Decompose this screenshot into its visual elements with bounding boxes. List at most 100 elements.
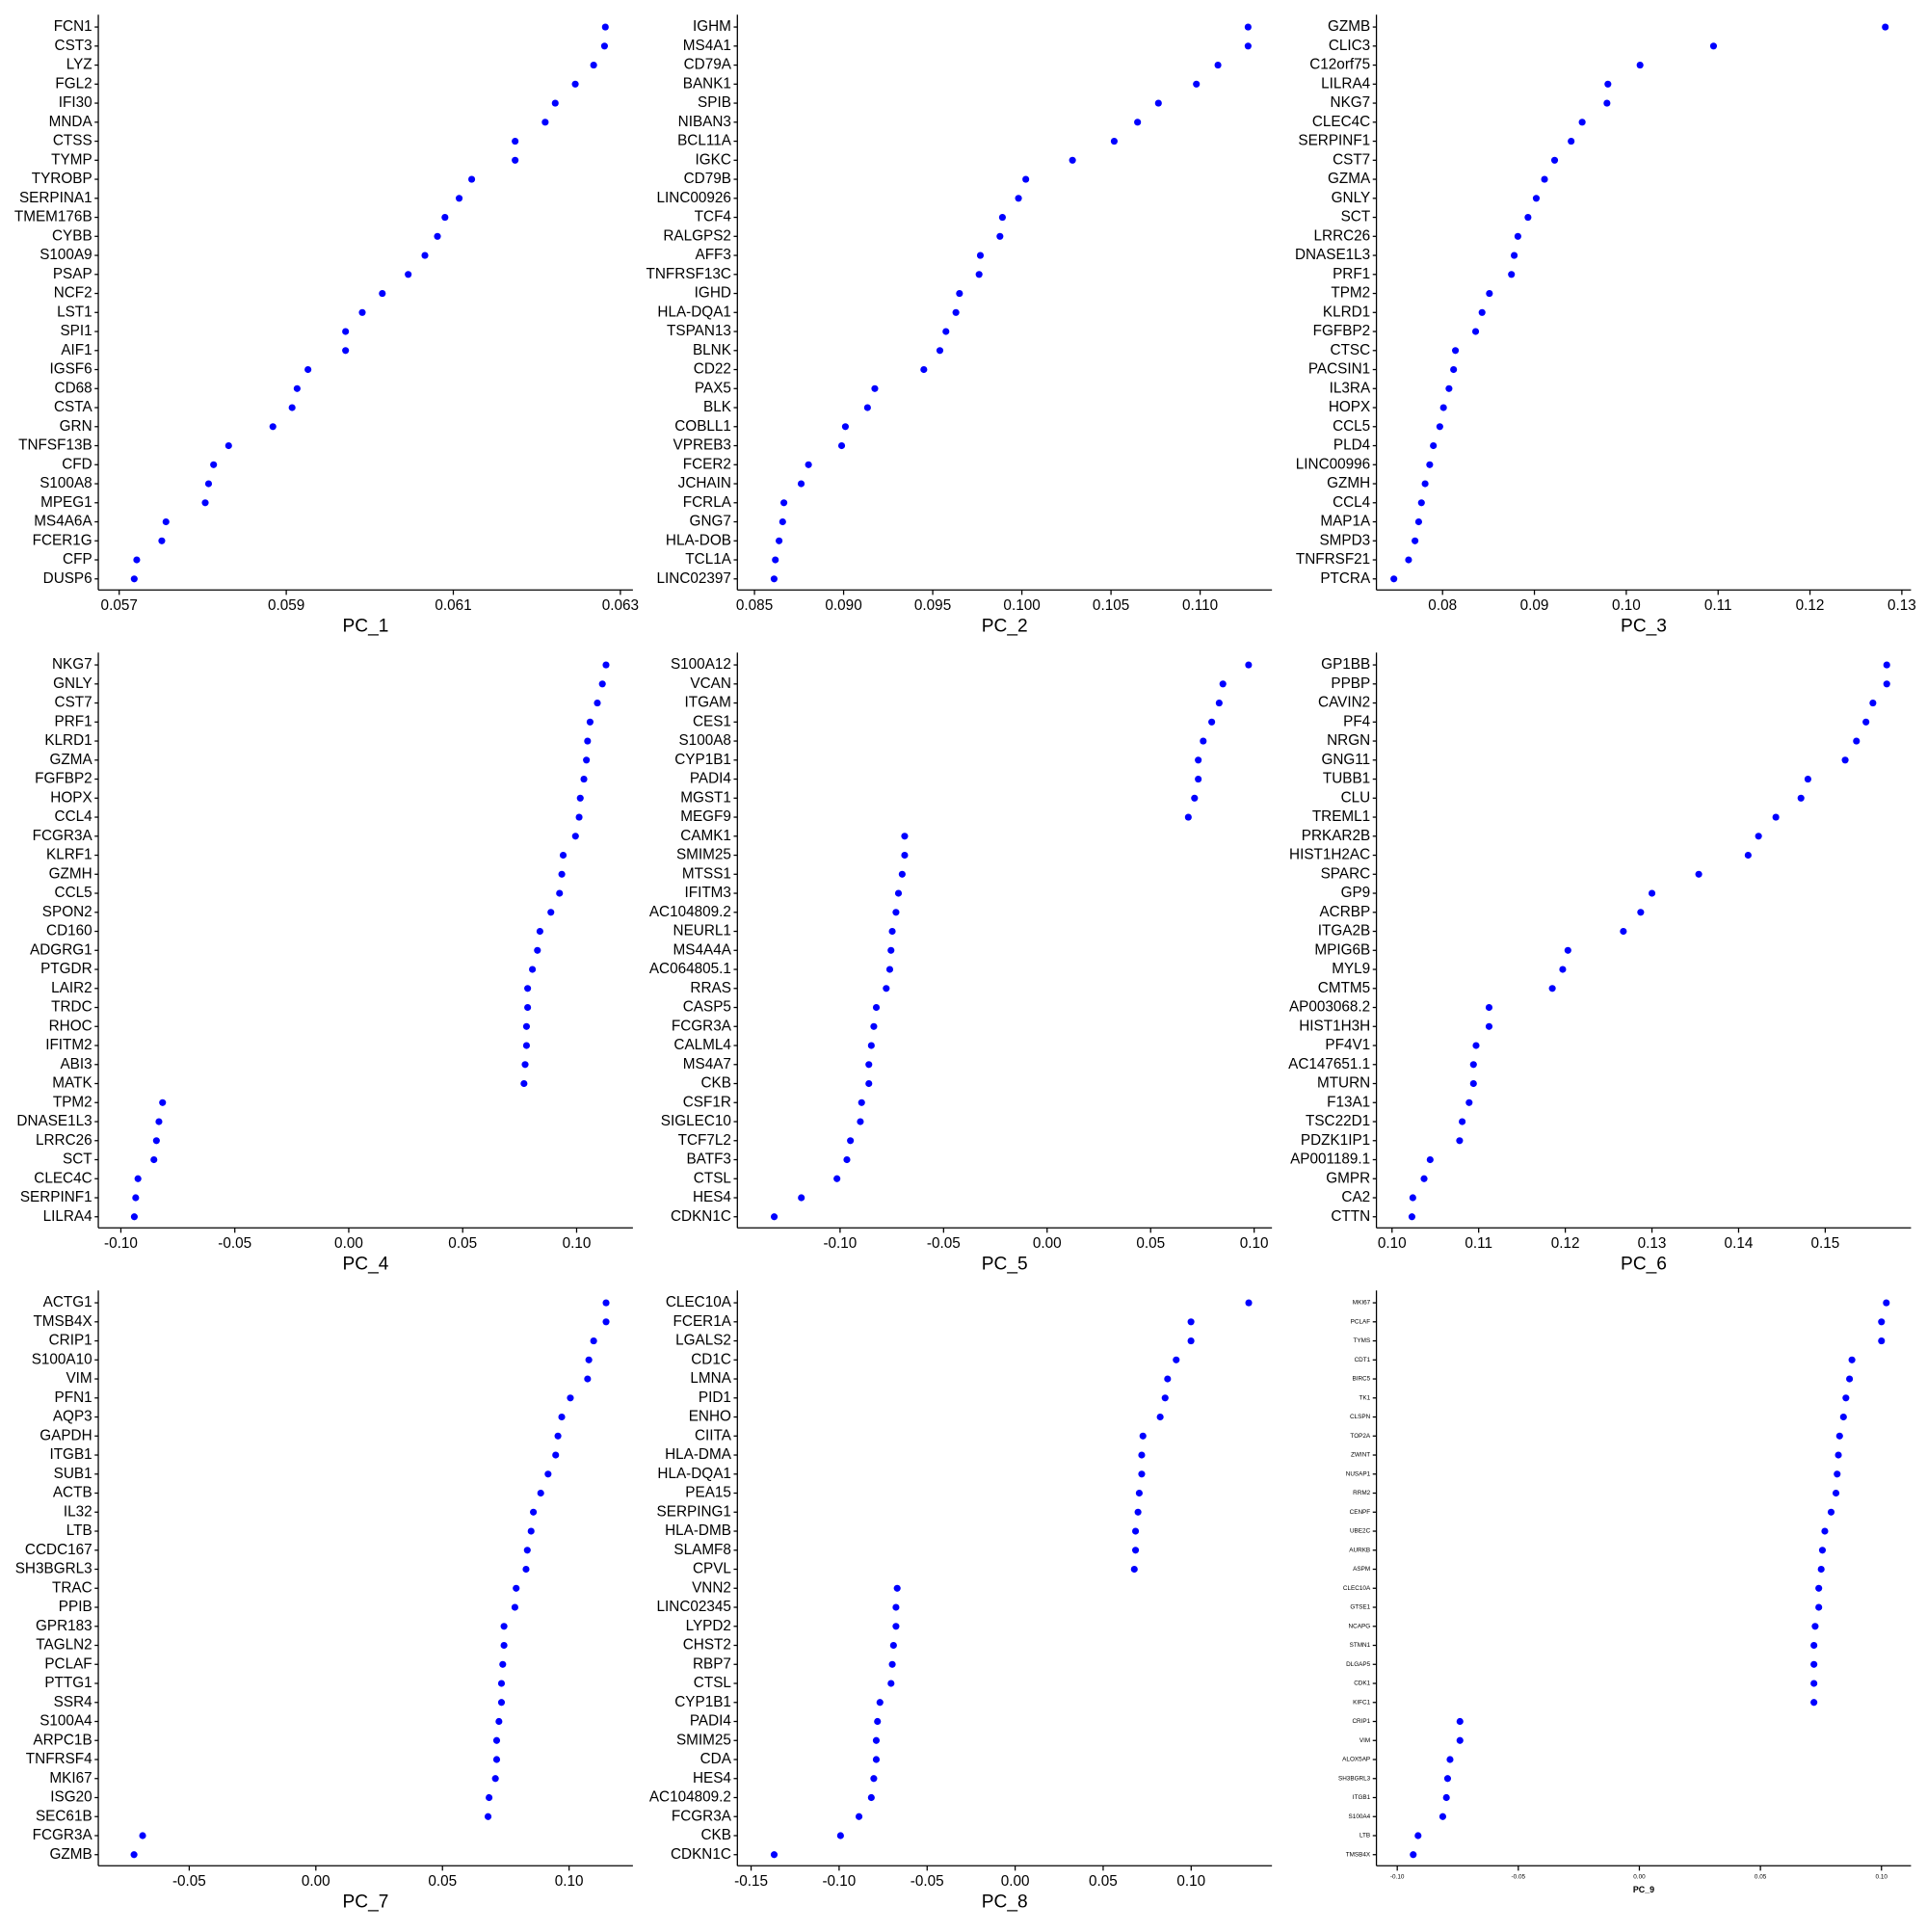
y-tick-label: FCGR3A: [672, 1018, 732, 1034]
y-tick-label: PF4: [1343, 713, 1371, 729]
x-tick-label: -0.05: [1512, 1873, 1526, 1880]
dot: [1883, 1299, 1890, 1307]
dot: [1821, 1527, 1829, 1535]
y-tick-label: TAGLN2: [36, 1637, 92, 1654]
dot: [1636, 61, 1644, 69]
y-tick-label: FGFBP2: [35, 771, 92, 787]
dot: [575, 813, 583, 821]
y-tick-label: CAMK1: [680, 828, 731, 844]
dot: [770, 1851, 779, 1859]
dot: [1603, 99, 1611, 107]
dot: [1173, 1356, 1180, 1363]
y-tick-label: SERPING1: [657, 1503, 731, 1520]
dot: [833, 1175, 841, 1182]
y-tick-label: PAX5: [695, 380, 731, 396]
dot: [500, 1623, 508, 1630]
y-tick-label: BCL11A: [677, 133, 732, 149]
y-tick-label: IL3RA: [1330, 380, 1371, 396]
panel: 0.057 0.059 0.061 0.063 PC_1 FCN1 CST3 LYZ FGL2 I…: [14, 14, 639, 637]
dot: [133, 556, 141, 564]
y-tick-label: HOPX: [1329, 399, 1370, 415]
dot: [558, 870, 566, 878]
y-tick-label: ARPC1B: [33, 1732, 92, 1748]
dot: [1131, 1527, 1140, 1535]
x-tick-label: 0.11: [1704, 597, 1732, 614]
dot: [358, 308, 366, 316]
dot: [162, 517, 170, 526]
y-tick-label: LAIR2: [51, 980, 92, 996]
y-tick-label: PLD4: [1333, 437, 1371, 454]
dot: [901, 851, 909, 860]
dot: [770, 575, 778, 583]
y-tick-label: TK1: [1359, 1394, 1371, 1401]
dot: [441, 213, 449, 222]
y-tick-label: CSF1R: [683, 1094, 731, 1110]
dot: [541, 119, 549, 126]
y-tick-label: SPIB: [698, 94, 731, 111]
y-tick-label: SPI1: [60, 323, 92, 339]
y-tick-label: CLEC4C: [1312, 114, 1370, 130]
dot: [901, 833, 909, 840]
dot: [892, 909, 900, 916]
dot: [1446, 1756, 1454, 1763]
x-tick-label: 0.15: [1811, 1235, 1840, 1252]
dot: [1541, 175, 1548, 183]
dot: [780, 499, 788, 507]
x-axis-title: PC_2: [982, 617, 1028, 637]
y-tick-label: SMIM25: [676, 1732, 731, 1748]
dot: [1420, 1175, 1428, 1182]
dot: [1456, 1137, 1464, 1145]
y-tick-label: HIST1H2AC: [1289, 847, 1370, 863]
dot: [885, 966, 894, 973]
dot: [1390, 575, 1398, 583]
dot: [204, 480, 213, 488]
dot: [455, 195, 463, 202]
dot: [1244, 42, 1252, 50]
dot: [1245, 1299, 1253, 1307]
dot: [524, 985, 532, 992]
y-tick-label: SERPINF1: [1298, 133, 1370, 149]
dot: [524, 1003, 532, 1012]
panel: -0.10 -0.05 0.00 0.05 0.10 PC_9 MKI67 PCLAF TYMS…: [1338, 1290, 1912, 1894]
y-tick-label: MPIG6B: [1314, 941, 1370, 958]
dot: [130, 575, 138, 583]
y-tick-label: HLA-DMB: [665, 1522, 731, 1539]
y-tick-label: PTTG1: [44, 1675, 92, 1691]
dot: [421, 251, 429, 259]
dot: [1131, 1547, 1140, 1554]
y-tick-label: CKB: [700, 1075, 730, 1092]
dot: [1883, 680, 1890, 688]
y-tick-label: CALML4: [673, 1037, 731, 1053]
y-tick-label: CTSS: [53, 133, 92, 149]
y-tick-label: ITGB1: [49, 1446, 92, 1463]
dot: [210, 461, 218, 468]
dot: [870, 1775, 878, 1783]
y-tick-label: SH3BGRL3: [15, 1561, 92, 1577]
dot: [155, 1118, 163, 1125]
y-tick-label: LILRA4: [1321, 75, 1371, 92]
dot: [529, 966, 537, 973]
dot: [872, 1003, 881, 1012]
y-tick-label: DNASE1L3: [16, 1113, 92, 1129]
dot: [1485, 1022, 1493, 1030]
y-tick-label: MATK: [52, 1075, 92, 1092]
y-tick-label: CD160: [46, 923, 92, 940]
dot: [1486, 289, 1493, 298]
dot: [495, 1717, 503, 1726]
dot: [1456, 1736, 1464, 1744]
dot: [522, 1565, 530, 1574]
dot: [892, 1603, 900, 1611]
y-tick-label: CST7: [1333, 151, 1370, 168]
x-tick-label: 0.095: [914, 597, 951, 614]
y-tick-label: S100A8: [678, 732, 730, 749]
dot: [836, 1832, 844, 1839]
y-tick-label: S100A10: [32, 1351, 92, 1367]
y-tick-label: LINC00926: [657, 190, 731, 206]
y-tick-label: KLRF1: [46, 847, 92, 863]
y-tick-label: TRDC: [51, 999, 92, 1016]
dot: [586, 718, 594, 726]
dot: [556, 889, 564, 897]
y-tick-label: MKI67: [1353, 1300, 1371, 1307]
x-axis-title: PC_5: [982, 1255, 1028, 1275]
y-tick-label: FCER1A: [673, 1313, 732, 1330]
